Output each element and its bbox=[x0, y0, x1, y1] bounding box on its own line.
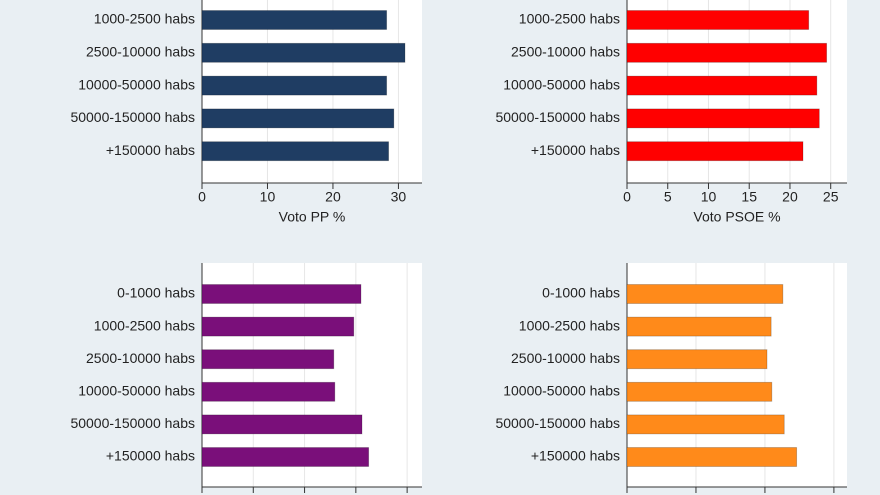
category-label: 50000-150000 habs bbox=[495, 109, 620, 125]
category-label: 1000-2500 habs bbox=[519, 11, 620, 27]
bar bbox=[626, 42, 828, 63]
bar bbox=[626, 447, 798, 467]
bar bbox=[201, 316, 355, 337]
bar bbox=[201, 414, 363, 435]
bar bbox=[201, 349, 335, 370]
x-tick-label: 20 bbox=[782, 189, 798, 205]
category-label: 0-1000 habs bbox=[117, 285, 195, 301]
x-tick-label: 5 bbox=[664, 189, 672, 205]
category-label: 2500-10000 habs bbox=[511, 44, 620, 60]
category-label: 0-1000 habs bbox=[542, 285, 620, 301]
bar bbox=[201, 447, 370, 467]
category-label: 1000-2500 habs bbox=[94, 11, 195, 27]
bar bbox=[201, 141, 390, 162]
category-label: 1000-2500 habs bbox=[94, 317, 195, 333]
category-label: 2500-10000 habs bbox=[86, 44, 195, 60]
bar bbox=[626, 141, 804, 162]
category-label: 10000-50000 habs bbox=[503, 383, 620, 399]
category-label: +150000 habs bbox=[531, 142, 620, 158]
x-axis-label: Voto PSOE % bbox=[693, 209, 780, 225]
x-tick-label: 0 bbox=[623, 189, 631, 205]
bar bbox=[626, 108, 820, 129]
category-label: +150000 habs bbox=[106, 142, 195, 158]
category-label: 1000-2500 habs bbox=[519, 317, 620, 333]
category-label: 2500-10000 habs bbox=[86, 350, 195, 366]
category-label: +150000 habs bbox=[531, 448, 620, 464]
category-label: 50000-150000 habs bbox=[70, 415, 195, 431]
x-tick-label: 25 bbox=[823, 189, 839, 205]
category-label: 2500-10000 habs bbox=[511, 350, 620, 366]
category-label: 50000-150000 habs bbox=[495, 415, 620, 431]
category-label: 10000-50000 habs bbox=[78, 76, 195, 92]
bar bbox=[201, 381, 336, 402]
category-label: +150000 habs bbox=[106, 448, 195, 464]
bar bbox=[626, 349, 768, 370]
x-tick-label: 10 bbox=[701, 189, 717, 205]
bar bbox=[626, 381, 773, 402]
bar bbox=[626, 316, 772, 337]
bar bbox=[201, 284, 362, 304]
category-label: 10000-50000 habs bbox=[78, 383, 195, 399]
x-tick-label: 20 bbox=[325, 189, 341, 205]
bar bbox=[201, 108, 395, 129]
bar bbox=[201, 75, 388, 96]
bar bbox=[201, 42, 406, 63]
x-tick-label: 30 bbox=[391, 189, 407, 205]
bar bbox=[201, 10, 388, 30]
category-label: 10000-50000 habs bbox=[503, 76, 620, 92]
x-tick-label: 15 bbox=[741, 189, 757, 205]
bar bbox=[626, 414, 785, 435]
bar bbox=[626, 75, 818, 96]
bar bbox=[626, 284, 784, 304]
x-tick-label: 10 bbox=[260, 189, 276, 205]
x-axis-label: Voto PP % bbox=[279, 209, 346, 225]
x-tick-label: 0 bbox=[198, 189, 206, 205]
category-label: 50000-150000 habs bbox=[70, 109, 195, 125]
bar bbox=[626, 10, 810, 30]
